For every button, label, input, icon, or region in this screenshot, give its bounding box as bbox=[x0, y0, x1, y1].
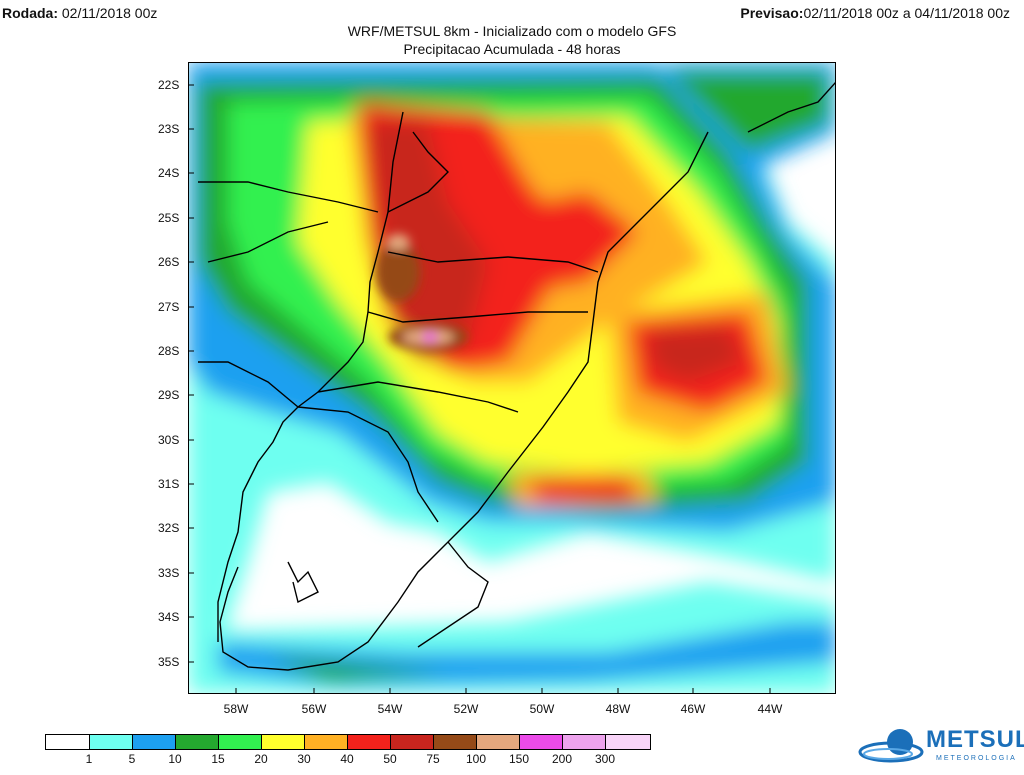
border-rs-interior bbox=[317, 381, 519, 413]
metsul-logo: METSUL METEOROLOGIA bbox=[858, 724, 1024, 770]
border-paraguay bbox=[198, 181, 379, 213]
legend-label: 20 bbox=[254, 752, 268, 766]
border-parana bbox=[387, 131, 449, 213]
lagoa-mirim bbox=[417, 541, 489, 648]
border-pr-sc bbox=[387, 251, 599, 273]
legend-swatch bbox=[175, 734, 219, 750]
legend-label: 1 bbox=[85, 752, 93, 766]
legend-label: 5 bbox=[128, 752, 136, 766]
coastline-borders bbox=[198, 81, 836, 671]
legend-swatch bbox=[519, 734, 563, 750]
map-title: WRF/METSUL 8km - Inicializado com o mode… bbox=[347, 23, 677, 39]
legend-swatch bbox=[45, 734, 90, 750]
legend-swatch bbox=[562, 734, 606, 750]
legend-label: 100 bbox=[465, 752, 487, 766]
atlantic-coastline bbox=[219, 131, 709, 671]
legend-label: 10 bbox=[168, 752, 182, 766]
lon-label: 54W bbox=[377, 702, 403, 716]
border-argentina bbox=[198, 361, 299, 408]
legend-label: 300 bbox=[594, 752, 616, 766]
lat-label: 32S bbox=[158, 521, 180, 535]
logo-subtitle: METEOROLOGIA bbox=[936, 755, 1017, 762]
lake-outline bbox=[287, 561, 319, 604]
lat-label: 34S bbox=[158, 610, 180, 624]
legend-swatch bbox=[304, 734, 348, 750]
precip-peaks bbox=[376, 234, 468, 351]
legend-swatch bbox=[89, 734, 133, 750]
globe-icon bbox=[858, 729, 924, 763]
lon-label: 50W bbox=[529, 702, 555, 716]
map-subtitle: Precipitacao Acumulada - 48 horas bbox=[403, 41, 621, 57]
lat-label: 33S bbox=[158, 566, 180, 580]
logo-name: METSUL bbox=[926, 726, 1024, 753]
lat-label: 26S bbox=[158, 255, 180, 269]
map-frame bbox=[188, 62, 836, 694]
lat-label: 25S bbox=[158, 211, 180, 225]
run-value: 02/11/2018 00z bbox=[61, 5, 158, 21]
legend-swatch bbox=[390, 734, 434, 750]
legend-swatch bbox=[476, 734, 520, 750]
forecast-value: 02/11/2018 00z a 04/11/2018 00z bbox=[803, 5, 1010, 21]
legend-swatch bbox=[132, 734, 176, 750]
legend-label: 40 bbox=[340, 752, 354, 766]
lat-label: 23S bbox=[158, 122, 180, 136]
forecast-label: Previsao: bbox=[740, 5, 804, 21]
lon-label: 44W bbox=[757, 702, 783, 716]
precip-field bbox=[188, 62, 836, 694]
legend-swatch bbox=[605, 734, 651, 750]
lon-label: 56W bbox=[301, 702, 327, 716]
legend-label: 50 bbox=[383, 752, 397, 766]
lon-label: 52W bbox=[453, 702, 479, 716]
legend-swatch bbox=[433, 734, 477, 750]
legend-swatch bbox=[347, 734, 391, 750]
lat-label: 29S bbox=[158, 388, 180, 402]
legend-label: 200 bbox=[551, 752, 573, 766]
lon-label: 58W bbox=[223, 702, 249, 716]
border-sc-rs bbox=[367, 311, 588, 323]
legend-label: 150 bbox=[508, 752, 530, 766]
lat-label: 31S bbox=[158, 477, 180, 491]
border-brazil-uruguay bbox=[297, 406, 439, 523]
legend-label: 15 bbox=[211, 752, 225, 766]
lat-label: 27S bbox=[158, 300, 180, 314]
border-argentina-paraguay bbox=[207, 221, 329, 263]
lat-label: 22S bbox=[158, 78, 180, 92]
run-time: Rodada: 02/11/2018 00z bbox=[2, 5, 157, 21]
run-label: Rodada: bbox=[2, 5, 58, 21]
lat-label: 35S bbox=[158, 655, 180, 669]
lon-label: 48W bbox=[605, 702, 631, 716]
lat-label: 24S bbox=[158, 166, 180, 180]
lat-label: 28S bbox=[158, 344, 180, 358]
legend-swatch bbox=[218, 734, 262, 750]
precipitation-map bbox=[188, 62, 836, 694]
lon-label: 46W bbox=[680, 702, 706, 716]
legend-label: 30 bbox=[297, 752, 311, 766]
forecast-period: Previsao:02/11/2018 00z a 04/11/2018 00z bbox=[740, 5, 1010, 21]
southeast-coastline bbox=[747, 81, 836, 133]
lat-label: 30S bbox=[158, 433, 180, 447]
legend-label: 75 bbox=[426, 752, 440, 766]
legend-swatch bbox=[261, 734, 305, 750]
